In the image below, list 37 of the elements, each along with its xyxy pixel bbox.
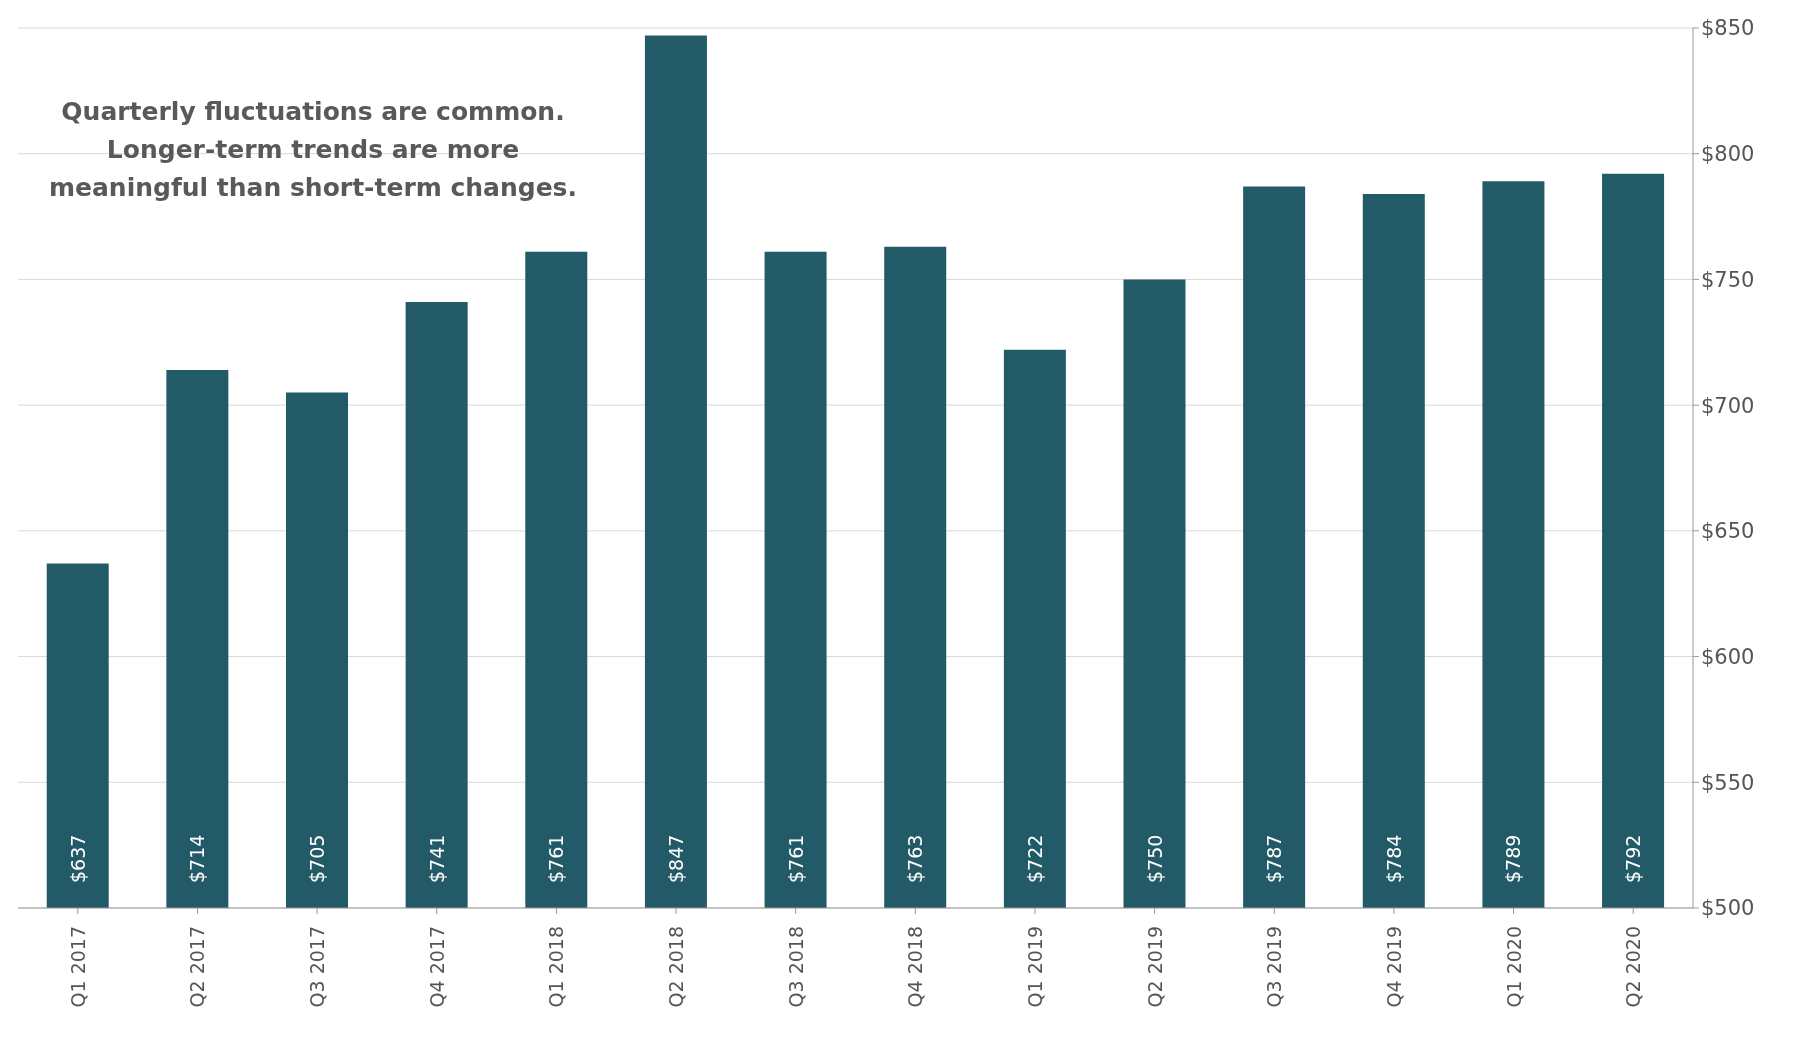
y-tick-label: $650 [1701, 519, 1755, 544]
annotation: Quarterly fluctuations are common. Longer-term trends are more meaningful than short-term changes. [48, 96, 578, 204]
data-label: $722 [1023, 834, 1046, 883]
x-tick-label: Q1 2019 [1023, 926, 1046, 1008]
y-tick-label: $550 [1701, 770, 1755, 795]
x-tick-label: Q3 2017 [306, 926, 329, 1008]
x-tick-label: Q1 2018 [545, 926, 568, 1008]
y-tick-label: $600 [1701, 645, 1755, 670]
x-tick-label: Q2 2019 [1143, 926, 1166, 1008]
y-tick-label: $850 [1701, 16, 1755, 41]
data-label: $761 [784, 834, 807, 883]
y-tick-label: $700 [1701, 393, 1755, 418]
data-label: $787 [1263, 834, 1286, 883]
data-label: $847 [664, 834, 687, 883]
x-tick-label: Q1 2020 [1502, 926, 1525, 1008]
x-tick-label: Q4 2018 [904, 926, 927, 1008]
y-tick-label: $750 [1701, 267, 1755, 292]
data-label: $784 [1382, 834, 1405, 883]
x-tick-label: Q2 2018 [665, 926, 688, 1008]
data-label: $705 [306, 834, 328, 883]
data-label: $741 [425, 834, 448, 883]
data-label: $750 [1143, 834, 1166, 883]
data-label: $763 [904, 834, 927, 883]
x-tick-label: Q3 2018 [784, 926, 807, 1008]
y-tick-label: $800 [1701, 142, 1755, 167]
data-label: $761 [545, 834, 568, 883]
data-label: $792 [1622, 834, 1645, 883]
y-tick-label: $500 [1701, 896, 1755, 921]
x-tick-label: Q2 2017 [186, 926, 209, 1008]
x-tick-label: Q4 2017 [425, 926, 448, 1008]
data-label: $714 [186, 834, 209, 883]
data-label: $789 [1502, 834, 1525, 883]
x-tick-label: Q3 2019 [1263, 926, 1286, 1008]
x-tick-label: Q2 2020 [1622, 926, 1645, 1008]
x-tick-label: Q4 2019 [1382, 926, 1405, 1008]
data-label: $637 [66, 834, 89, 883]
x-tick-label: Q1 2017 [66, 926, 89, 1008]
